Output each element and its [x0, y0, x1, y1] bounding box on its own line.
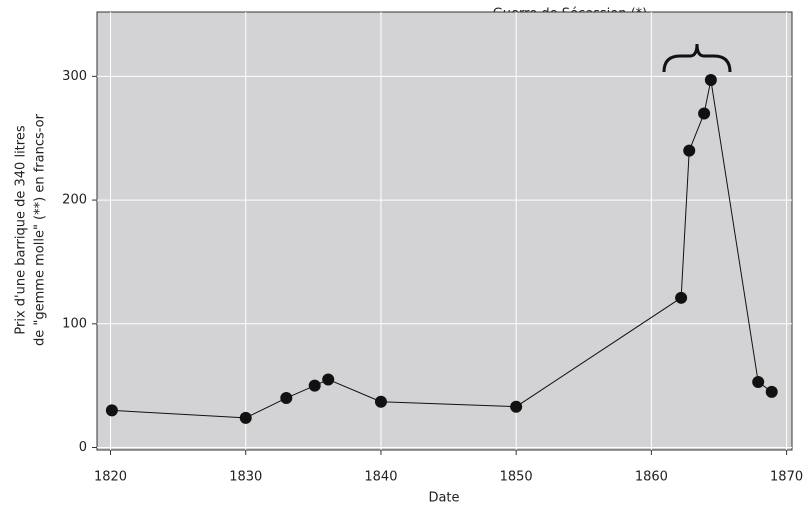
x-tick-label: 1820	[94, 470, 127, 485]
x-tick-label: 1830	[229, 470, 262, 485]
marker	[698, 107, 711, 120]
marker	[308, 379, 321, 392]
x-tick-label: 1840	[364, 470, 397, 485]
y-axis-label: Prix d'une barrique de 340 litres	[14, 125, 29, 334]
brace	[662, 43, 732, 73]
marker	[105, 404, 118, 417]
y-tick-label: 200	[62, 193, 87, 208]
x-tick-label: 1870	[770, 470, 803, 485]
plot-area	[96, 11, 793, 451]
marker	[752, 375, 765, 388]
marker	[510, 400, 523, 413]
x-tick-label: 1850	[500, 470, 533, 485]
x-axis-label: Date	[428, 491, 459, 506]
marker	[765, 385, 778, 398]
x-tick-label: 1860	[635, 470, 668, 485]
marker	[239, 411, 252, 424]
y-tick-label: 0	[79, 440, 87, 455]
marker	[675, 291, 688, 304]
y-axis-label: de "gemme molle" (**) en francs-or	[33, 113, 48, 346]
marker	[704, 74, 717, 87]
marker	[374, 395, 387, 408]
marker	[683, 144, 696, 157]
y-tick-label: 300	[62, 69, 87, 84]
y-tick-label: 100	[62, 316, 87, 331]
marker	[322, 373, 335, 386]
marker	[280, 392, 293, 405]
